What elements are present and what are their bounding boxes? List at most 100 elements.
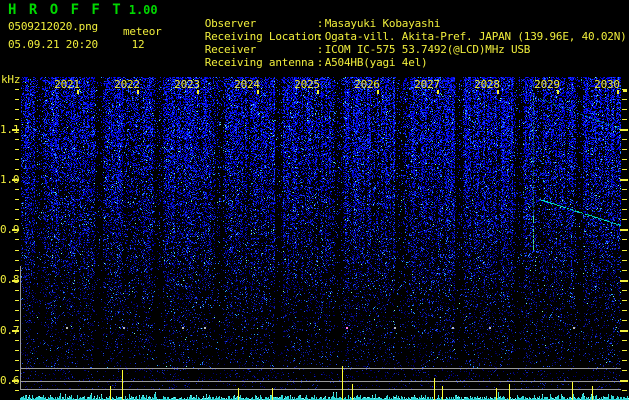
info-row-observer: Observer: Masayuki Kobayashi [179,6,441,30]
time-tick [623,90,627,92]
time-tick-label: 2022 [114,78,140,91]
freq-minor-tick [622,239,627,240]
freq-major-tick [12,129,19,131]
freq-major-tick [620,330,628,332]
info-row-location: Receiving Location: Ogata-vill. Akita-Pre… [179,19,627,43]
freq-tick-label: 1.0 [0,173,20,186]
freq-minor-tick [622,350,627,351]
app-title-text: H R O F F T [8,2,123,18]
freq-major-tick [12,330,19,332]
freq-tick-label: 1.1 [0,123,20,136]
meteor-spike [442,386,443,400]
freq-minor-tick [15,250,19,251]
freq-minor-tick [622,159,627,160]
output-filename: 0509212020.png [8,20,98,33]
freq-minor-tick [622,390,627,391]
time-tick [617,90,619,94]
freq-minor-tick [622,270,627,271]
reference-line-upper [20,368,621,369]
freq-minor-tick [622,89,627,90]
time-tick-label: 2027 [414,78,440,91]
freq-minor-tick [15,89,19,90]
freq-major-tick [620,280,628,282]
freq-minor-tick [15,370,19,371]
time-tick-label: 2028 [474,78,500,91]
info-label: Observer [204,17,257,30]
info-value: A504HB(yagi 4el) [324,56,428,69]
freq-tick-label: 0.7 [0,324,20,337]
meteor-spike [592,386,593,400]
info-separator: : [316,17,324,30]
meteor-spike [496,388,497,400]
freq-minor-tick [15,189,19,190]
freq-minor-tick [622,370,627,371]
time-tick-label: 2030 [594,78,620,91]
freq-minor-tick [15,149,19,150]
freq-minor-tick [15,270,19,271]
freq-minor-tick [622,250,627,251]
meteor-spike [509,384,510,400]
mode-label: meteor [123,25,162,38]
time-tick [257,90,259,94]
freq-minor-tick [15,209,19,210]
freq-minor-tick [622,219,627,220]
time-tick-label: 2024 [234,78,260,91]
freq-minor-tick [622,189,627,190]
freq-axis-unit: kHz [1,73,21,86]
freq-minor-tick [622,360,627,361]
amplitude-canvas [20,390,629,400]
time-tick-label: 2026 [354,78,380,91]
freq-major-tick [12,280,19,282]
freq-minor-tick [622,260,627,261]
freq-minor-tick [15,99,19,100]
meteor-spike [572,382,573,400]
freq-minor-tick [15,390,19,391]
reference-line-lower [20,389,621,390]
freq-minor-tick [15,159,19,160]
freq-minor-tick [622,290,627,291]
freq-major-tick [12,380,19,382]
app-title: H R O F F T 1.00 [8,2,158,18]
freq-minor-tick [622,149,627,150]
freq-minor-tick [15,340,19,341]
freq-minor-tick [15,139,19,140]
freq-major-tick [620,380,628,382]
meteor-spike [352,384,353,400]
meteor-spike [272,388,273,400]
freq-minor-tick [15,219,19,220]
time-tick-label: 2021 [54,78,80,91]
info-label: Receiver [204,43,257,56]
spectrogram-canvas [21,77,621,390]
freq-minor-tick [15,199,19,200]
freq-major-tick [620,229,628,231]
time-tick-label: 2025 [294,78,320,91]
freq-minor-tick [622,300,627,301]
time-tick [137,90,139,94]
freq-minor-tick [15,290,19,291]
meteor-spike [434,378,435,400]
meteor-spike [110,386,111,400]
time-tick [557,90,559,94]
freq-minor-tick [622,199,627,200]
info-separator: : [316,43,324,56]
freq-major-tick [12,229,19,231]
time-tick [317,90,319,94]
freq-minor-tick [15,350,19,351]
time-tick [77,90,79,94]
freq-minor-tick [15,300,19,301]
freq-minor-tick [15,169,19,170]
info-label: Receiving antenna [204,56,314,69]
info-value: Ogata-vill. Akita-Pref. JAPAN (139.96E, … [324,30,627,43]
info-row-receiver: Receiver: ICOM IC-575 53.7492(@LCD)MHz US… [179,32,531,56]
reference-line-middle [20,381,621,382]
time-tick [197,90,199,94]
meteor-spike [342,366,343,400]
freq-minor-tick [622,139,627,140]
freq-minor-tick [15,239,19,240]
freq-major-tick [620,129,628,131]
freq-tick-label: 0.8 [0,273,20,286]
plot-left-border [20,266,21,390]
freq-major-tick [12,179,19,181]
freq-minor-tick [15,119,19,120]
